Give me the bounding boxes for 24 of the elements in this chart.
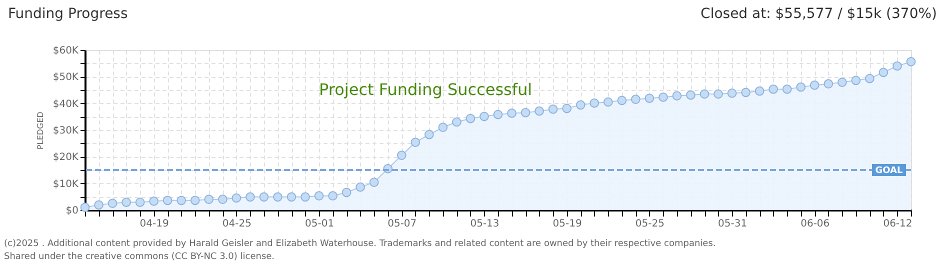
text: Shared under the creative commons (CC BY-NC 3.0) license.	[4, 252, 275, 262]
y-tick-label: $30K	[52, 126, 79, 136]
x-tick-label: 05-25	[635, 218, 664, 230]
x-tick-label: 05-19	[552, 218, 582, 230]
x-tick-label: 05-07	[388, 218, 417, 230]
y-axis-title: PLEDGED	[36, 112, 45, 150]
chart-title: Funding Progress	[8, 6, 128, 22]
text: Closed at: $55,577 / $15k (370%)	[700, 6, 937, 22]
x-tick-label: 06-12	[883, 218, 912, 230]
x-tick-label: 05-13	[470, 218, 500, 230]
x-tick-label: 05-01	[305, 218, 334, 230]
x-tick-label: 06-06	[800, 218, 830, 230]
x-tick-label: 05-31	[718, 218, 748, 230]
y-tick-label: $60K	[52, 46, 79, 56]
y-tick-label: $40K	[52, 98, 79, 110]
y-tick-label: $20K	[52, 152, 79, 164]
ref-line-label: GOAL	[875, 166, 904, 176]
x-tick-label: 04-25	[222, 218, 252, 230]
y-tick-label: $50K	[52, 72, 79, 84]
y-tick-label: $0	[66, 206, 78, 216]
x-tick-label: 04-19	[140, 218, 169, 230]
y-tick-label: $10K	[52, 178, 79, 190]
text: (c)2025 . Additional content provided by Harald Geisler and Elizabeth Waterhouse. Trademarks and related content are owned by their respective companies.	[4, 239, 716, 249]
annotation: Project Funding Successful	[319, 80, 532, 99]
